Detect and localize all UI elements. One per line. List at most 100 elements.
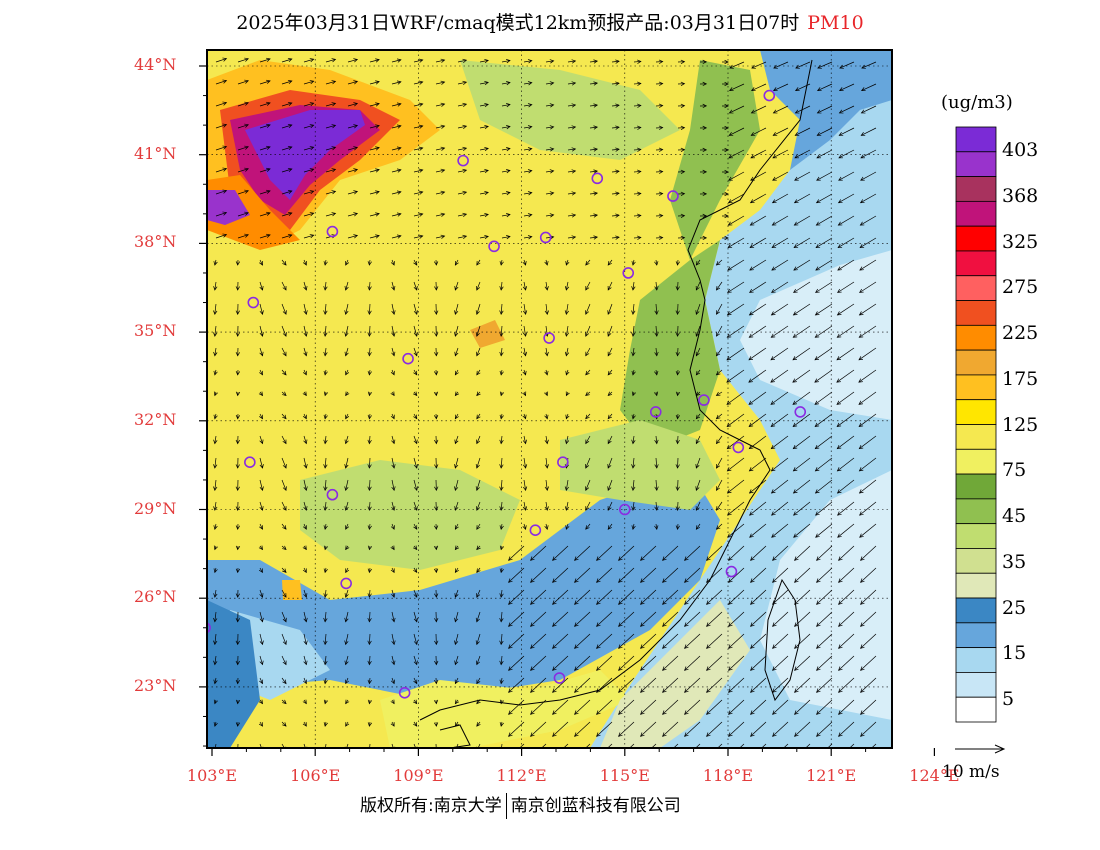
wind-arrow [522,391,527,397]
wind-arrow [836,413,855,427]
wind-arrow [793,215,811,226]
wind-arrow [499,523,504,530]
wind-arrow [499,545,505,551]
wind-arrow [213,567,218,574]
wind-arrow [728,545,745,561]
wind-arrow [303,190,315,195]
wind-arrow [259,347,264,357]
wind-arrow [749,215,767,226]
station-marker [649,406,662,418]
colorbar-swatch [955,622,997,649]
wind-arrow [213,435,218,445]
colorbar-label: 403 [1002,139,1039,161]
wind-arrow [344,435,349,445]
wind-arrow [413,259,418,266]
wind-arrow [662,611,679,627]
wind-arrow [390,369,395,376]
wind-arrow [640,567,657,583]
wind-arrow [675,347,680,357]
wind-arrow [859,215,877,226]
wind-arrow [574,633,591,649]
wind-arrow [303,633,308,646]
wind-arrow [391,325,396,337]
wind-arrow [235,457,240,469]
wind-arrow [770,347,789,361]
wind-arrow [589,191,599,196]
wind-arrow [836,457,855,472]
wind-arrow [795,61,811,69]
station-marker [618,503,631,516]
colorbar-unit: (ug/m3) [941,92,1013,113]
wind-arrow [501,191,511,196]
wind-arrow [631,435,636,445]
wind-arrow [727,281,745,293]
wind-arrow [499,611,504,623]
wind-arrow [457,102,468,108]
wind-arrow [837,215,855,226]
wind-arrow [750,105,767,114]
station-marker [553,672,566,684]
wind-arrow [564,435,570,445]
wind-arrow [699,125,708,131]
wind-arrow [476,589,481,598]
wind-arrow [499,325,504,337]
wind-arrow [454,633,459,646]
station-marker [591,172,604,185]
title-variable: PM10 [807,12,864,34]
wind-arrow [727,523,745,538]
wind-arrow [501,235,511,240]
wind-arrow [750,699,767,715]
wind-arrow [457,212,468,218]
wind-arrow [475,457,481,469]
lat-label: 44°N [134,55,177,74]
wind-arrow [631,325,636,337]
wind-arrow [611,169,620,174]
wind-arrow [508,655,525,671]
wind-arrow [235,721,241,727]
wind-arrow [771,259,789,271]
wind-arrow [585,413,591,420]
wind-arrow [281,457,287,469]
colorbar-swatch [955,448,997,475]
wind-arrow [508,567,525,583]
wind-arrow [771,281,789,293]
wind-arrow [544,435,549,445]
wind-arrow [303,479,308,492]
wind-arrow [552,633,569,649]
wind-arrow [726,347,745,361]
wind-arrow [815,259,833,271]
wind-arrow [589,235,599,240]
wind-arrow [695,369,701,376]
wind-arrow [748,369,767,383]
wind-arrow [281,435,287,445]
wind-arrow [235,545,241,551]
wind-arrow [347,58,359,63]
wind-arrow [213,259,218,266]
wind-arrow [325,102,337,107]
wind-arrow [772,567,789,583]
wind-arrow [849,743,855,748]
wind-arrow [794,105,811,114]
wind-arrow [391,435,396,445]
hotspot-southwest [282,580,302,600]
wind-arrow [618,633,635,649]
wind-arrow [860,721,877,737]
wind-arrow [413,655,418,666]
station-marker [529,524,542,536]
colorbar-swatch [955,324,997,351]
wind-arrow [367,303,372,315]
wind-arrow [727,501,745,516]
colorbar-label: 5 [1002,688,1015,711]
wind-arrow [585,303,591,315]
wind-arrow [827,743,833,748]
wind-arrow [748,303,767,316]
wind-arrow [695,523,701,530]
wind-arrow [213,589,218,598]
wind-arrow [728,171,745,181]
wind-arrow [530,721,547,737]
wind-arrow [369,190,380,195]
wind-arrow [302,391,307,397]
wind-arrow [454,347,459,357]
wind-arrow [695,743,701,748]
gridlines [207,50,892,748]
